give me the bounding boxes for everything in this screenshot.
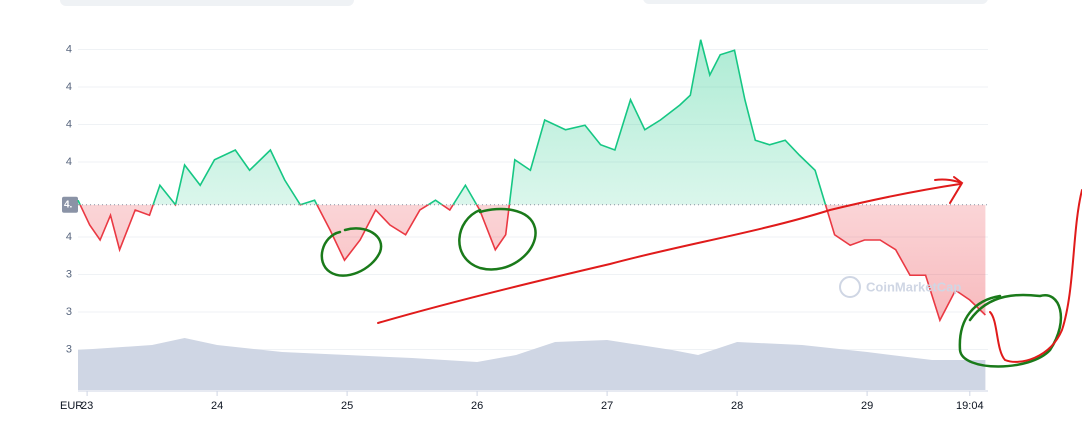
watermark-logo bbox=[839, 276, 861, 298]
x-tick-label: 25 bbox=[341, 400, 353, 412]
y-tick-label: 3 bbox=[66, 268, 72, 280]
price-area-down bbox=[78, 204, 986, 321]
price-line-down bbox=[79, 204, 986, 323]
x-tick-label: 24 bbox=[211, 400, 223, 412]
baseline-label: 4. bbox=[64, 199, 73, 210]
x-tick-label: 26 bbox=[471, 400, 483, 412]
price-line-up bbox=[77, 39, 827, 205]
x-tick-label: 23 bbox=[81, 400, 93, 412]
annotations bbox=[320, 176, 1082, 368]
watermark: CoinMarketCap bbox=[866, 279, 961, 294]
plot: 3 3 3 4 4 4 4 4 4. 23 24 25 26 27 28 29 19:04 EUR CoinMark… bbox=[60, 39, 988, 412]
currency-label: EUR bbox=[60, 400, 83, 412]
y-tick-label: 3 bbox=[66, 306, 72, 318]
baseline-label-box bbox=[62, 196, 78, 213]
x-tick-label: 29 bbox=[861, 400, 873, 412]
y-tick-label: 4 bbox=[66, 156, 72, 168]
top-control bbox=[60, 0, 354, 6]
hand-line bbox=[377, 183, 961, 324]
hand-circle bbox=[458, 207, 537, 271]
x-tick-label: 19:04 bbox=[956, 400, 984, 412]
price-area-up bbox=[78, 39, 986, 205]
y-tick-label: 4 bbox=[66, 118, 72, 130]
y-tick-label: 4 bbox=[66, 43, 72, 55]
hand-line bbox=[989, 189, 1082, 363]
hand-circle bbox=[320, 227, 383, 277]
top-control bbox=[643, 0, 988, 4]
y-tick-label: 4 bbox=[66, 81, 72, 93]
x-tick-label: 27 bbox=[601, 400, 613, 412]
y-tick-label: 3 bbox=[66, 343, 72, 355]
hand-arrow bbox=[934, 176, 964, 204]
x-tick-label: 28 bbox=[731, 400, 743, 412]
y-tick-label: 4 bbox=[66, 231, 72, 243]
hand-circle bbox=[958, 293, 1063, 368]
volume-area bbox=[78, 338, 986, 390]
